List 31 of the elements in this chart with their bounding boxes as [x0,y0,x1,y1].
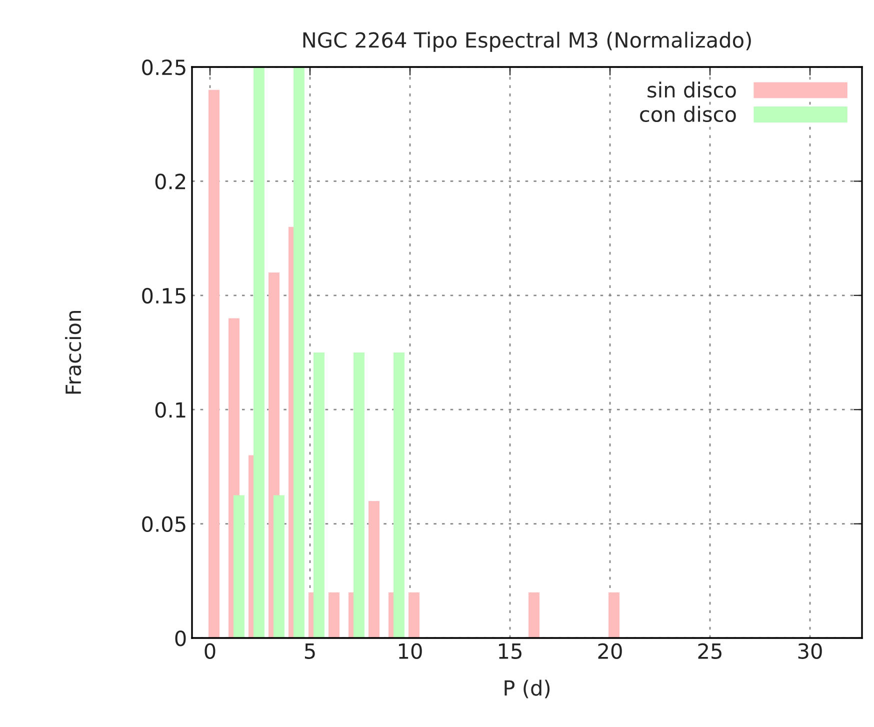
bar [354,352,364,638]
legend-label: sin disco [648,82,736,98]
x-tick-label: 15 [499,644,522,659]
bar [254,67,264,638]
x-axis-title: P (d) [504,680,550,698]
bar [294,67,304,638]
y-tick-label: 0.2 [155,174,186,190]
x-tick-label: 25 [698,643,722,659]
chart-title: NGC 2264 Tipo Espectral M3 (Normalizado) [303,32,751,52]
bar [394,352,404,638]
bar [368,500,380,638]
bar [608,592,620,638]
bar [314,352,324,638]
x-tick-label: 30 [798,643,822,659]
x-tick-label: 5 [304,644,315,659]
bar [408,592,420,638]
bar [234,495,244,638]
y-tick-label: 0.1 [155,402,186,418]
bar [328,592,340,638]
x-tick-label: 10 [399,643,422,659]
x-tick-label: 20 [598,643,622,659]
y-tick-label: 0 [175,630,186,646]
y-axis-title: Fraccion [65,311,82,394]
bar [274,495,284,638]
y-tick-label: 0.05 [142,516,186,532]
bar [208,90,220,638]
y-tick-label: 0.15 [142,288,186,304]
legend-label: con disco [640,106,736,122]
y-tick-label: 0.25 [142,59,186,76]
x-tick-label: 0 [204,643,216,659]
bar [528,592,540,638]
